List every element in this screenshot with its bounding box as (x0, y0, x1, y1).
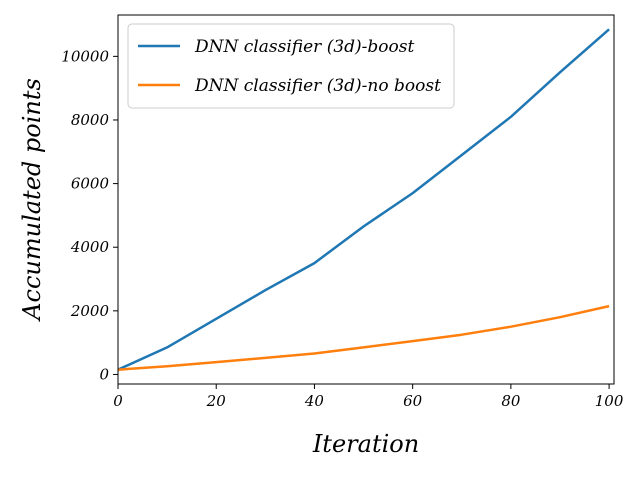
x-tick-label: 100 (595, 392, 624, 410)
x-tick-label: 60 (403, 392, 423, 410)
x-tick-label: 0 (113, 392, 123, 410)
legend-label-boost: DNN classifier (3d)-boost (194, 37, 414, 57)
x-axis: 0 20 40 60 80 100 (113, 384, 624, 410)
legend-box (127, 23, 455, 109)
legend-label-no-boost: DNN classifier (3d)-no boost (194, 76, 441, 96)
x-tick-label: 20 (206, 392, 227, 410)
y-tick-label: 0 (99, 365, 109, 383)
series-line-boost (117, 28, 610, 371)
y-axis-title: Accumulated points (18, 78, 46, 322)
legend: DNN classifier (3d)-boost DNN classifier… (127, 23, 455, 109)
x-axis-title: Iteration (312, 430, 419, 458)
y-tick-label: 8000 (71, 111, 110, 129)
series-lines (117, 28, 610, 371)
y-tick-label: 4000 (70, 238, 110, 256)
plot-frame (117, 14, 615, 385)
x-tick-label: 40 (304, 392, 325, 410)
series-line-no-boost (117, 304, 610, 371)
y-tick-label: 10000 (61, 47, 109, 65)
x-tick-label: 80 (501, 392, 521, 410)
y-tick-label: 6000 (71, 175, 110, 193)
y-axis: 0 2000 4000 6000 8000 10000 (61, 47, 118, 383)
y-tick-label: 2000 (70, 302, 110, 320)
